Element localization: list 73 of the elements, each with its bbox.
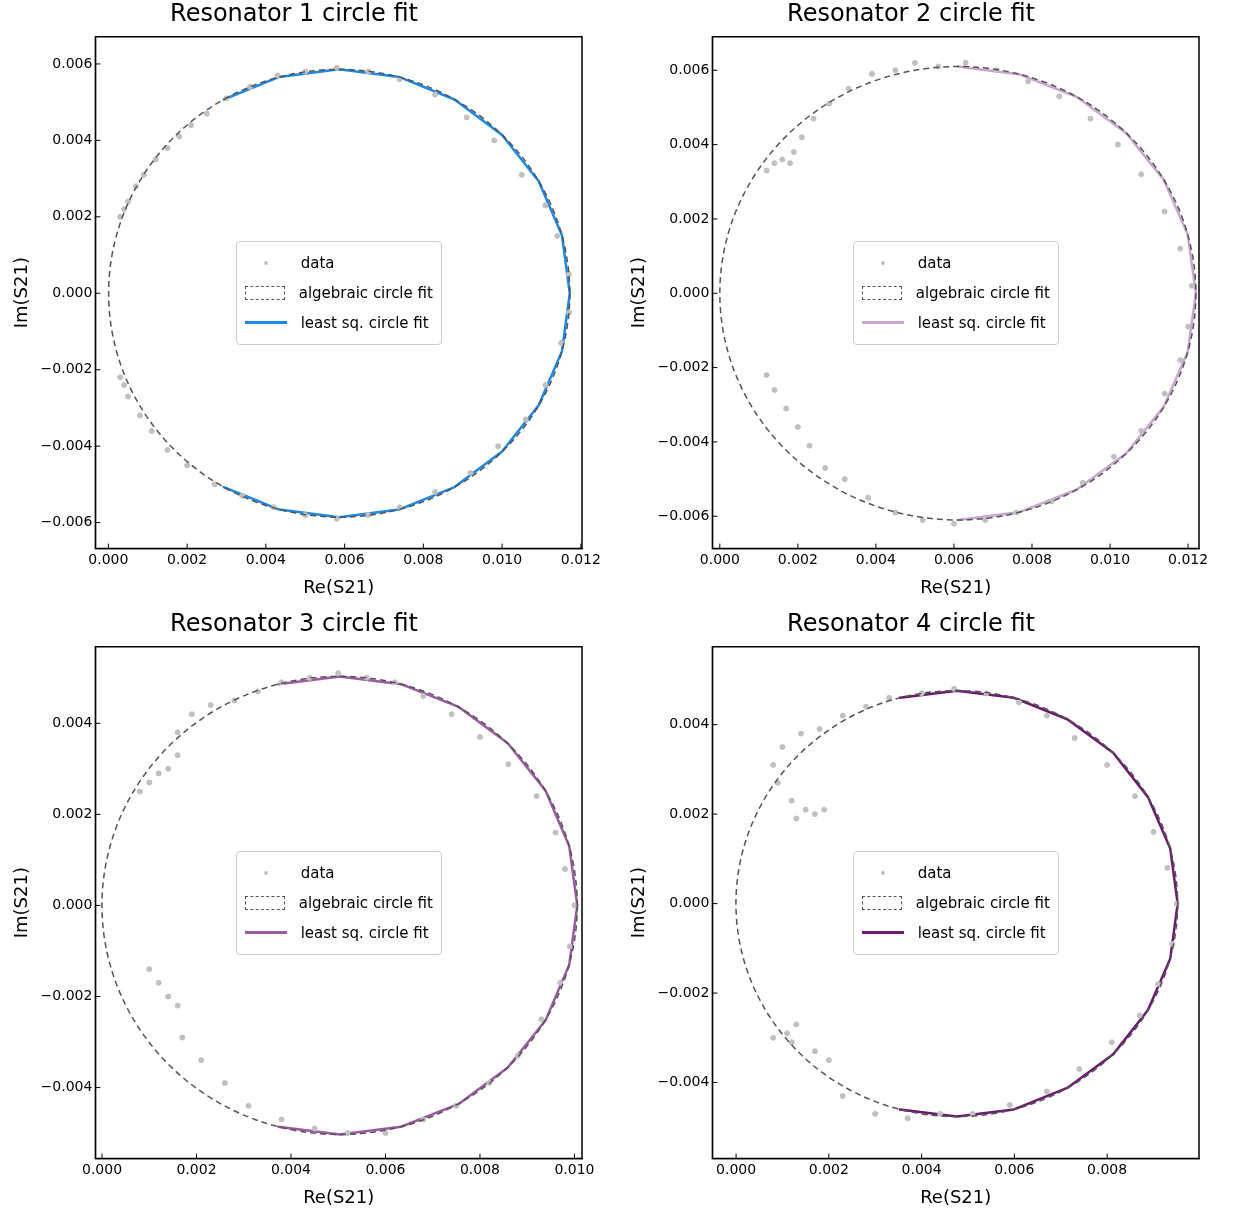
chart-title: Resonator 2 circle fit: [787, 0, 1035, 27]
x-tick-label: 0.000: [88, 550, 129, 567]
y-tick-label: 0.004: [669, 715, 710, 732]
y-tick-label: −0.004: [40, 436, 93, 453]
y-tick-label: 0.000: [669, 283, 710, 300]
legend-label: least sq. circle fit: [300, 313, 429, 332]
x-tick-label: 0.012: [1168, 550, 1209, 567]
legend-label: data: [300, 253, 335, 272]
x-tick-label: 0.008: [459, 1160, 500, 1177]
x-tick-label: 0.004: [901, 1160, 942, 1177]
legend-label: algebraic circle fit: [915, 283, 1050, 302]
x-tick-label: 0.010: [1089, 550, 1131, 567]
legend-label: data: [300, 863, 335, 882]
y-tick-label: −0.004: [657, 432, 710, 449]
x-tick-label: 0.012: [560, 550, 601, 567]
y-tick-label: −0.002: [40, 360, 93, 377]
x-tick-label: 0.008: [1011, 550, 1053, 567]
y-tick-label: 0.006: [669, 60, 710, 77]
x-tick-label: 0.002: [808, 1160, 849, 1177]
y-tick-label: 0.006: [52, 54, 93, 71]
legend-label: algebraic circle fit: [298, 283, 433, 302]
x-axis-title: Re(S21): [920, 575, 992, 597]
y-tick-label: −0.006: [40, 513, 93, 530]
x-tick-label: 0.002: [777, 550, 818, 567]
y-tick-label: 0.004: [669, 135, 710, 152]
x-axis-title: Re(S21): [920, 1185, 992, 1207]
legend-label: least sq. circle fit: [917, 923, 1046, 942]
x-axis-title: Re(S21): [303, 1185, 375, 1207]
y-tick-label: −0.002: [40, 987, 93, 1004]
x-tick-label: 0.008: [403, 550, 444, 567]
x-tick-label: 0.006: [994, 1160, 1035, 1177]
x-axis-title: Re(S21): [303, 575, 375, 597]
y-axis-title: Im(S21): [10, 257, 32, 329]
chart-title: Resonator 4 circle fit: [787, 608, 1035, 637]
x-tick-label: 0.004: [855, 550, 897, 567]
x-tick-label: 0.002: [176, 1160, 217, 1177]
y-tick-label: −0.002: [657, 983, 710, 1000]
x-tick-label: 0.000: [699, 550, 740, 567]
legend-label: least sq. circle fit: [300, 923, 429, 942]
y-tick-label: 0.004: [52, 713, 93, 730]
y-tick-label: 0.004: [52, 131, 93, 148]
y-axis-title: Im(S21): [10, 867, 32, 939]
y-tick-label: 0.000: [52, 283, 93, 300]
y-tick-label: 0.002: [669, 804, 710, 821]
x-tick-label: 0.002: [167, 550, 208, 567]
y-tick-label: 0.002: [52, 207, 93, 224]
x-tick-label: 0.006: [324, 550, 365, 567]
x-tick-label: 0.000: [716, 1160, 757, 1177]
chart-title: Resonator 3 circle fit: [170, 608, 418, 637]
y-tick-label: 0.002: [52, 805, 93, 822]
y-tick-label: −0.004: [657, 1073, 710, 1090]
x-tick-label: 0.006: [365, 1160, 406, 1177]
y-tick-label: 0.002: [669, 209, 710, 226]
y-tick-label: −0.004: [40, 1078, 93, 1095]
legend-label: algebraic circle fit: [298, 893, 433, 912]
legend-label: data: [917, 863, 952, 882]
y-tick-label: 0.000: [669, 894, 710, 911]
y-axis-title: Im(S21): [627, 867, 649, 939]
y-tick-label: −0.006: [657, 506, 710, 523]
legend-label: algebraic circle fit: [915, 893, 1050, 912]
x-tick-label: 0.010: [482, 550, 523, 567]
x-tick-label: 0.008: [1087, 1160, 1128, 1177]
x-tick-label: 0.006: [933, 550, 975, 567]
chart-title: Resonator 1 circle fit: [170, 0, 418, 27]
y-tick-label: 0.000: [52, 896, 93, 913]
y-tick-label: −0.002: [657, 358, 710, 375]
legend-label: least sq. circle fit: [917, 313, 1046, 332]
legend-label: data: [917, 253, 952, 272]
x-tick-label: 0.000: [81, 1160, 123, 1177]
x-tick-label: 0.004: [270, 1160, 312, 1177]
x-tick-label: 0.004: [245, 550, 286, 567]
y-axis-title: Im(S21): [627, 257, 649, 329]
x-tick-label: 0.010: [554, 1160, 595, 1177]
